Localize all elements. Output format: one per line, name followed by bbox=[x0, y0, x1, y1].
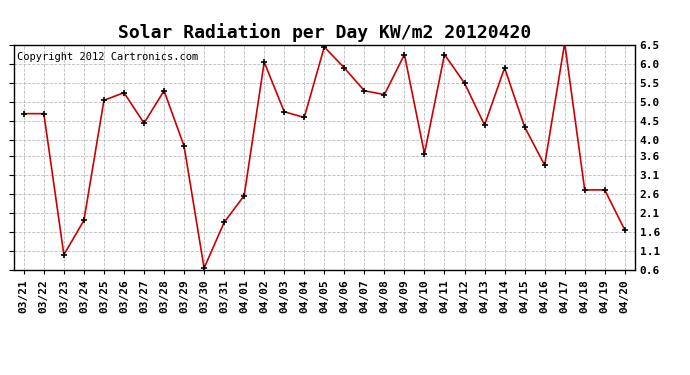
Text: Copyright 2012 Cartronics.com: Copyright 2012 Cartronics.com bbox=[17, 52, 198, 62]
Title: Solar Radiation per Day KW/m2 20120420: Solar Radiation per Day KW/m2 20120420 bbox=[118, 23, 531, 42]
